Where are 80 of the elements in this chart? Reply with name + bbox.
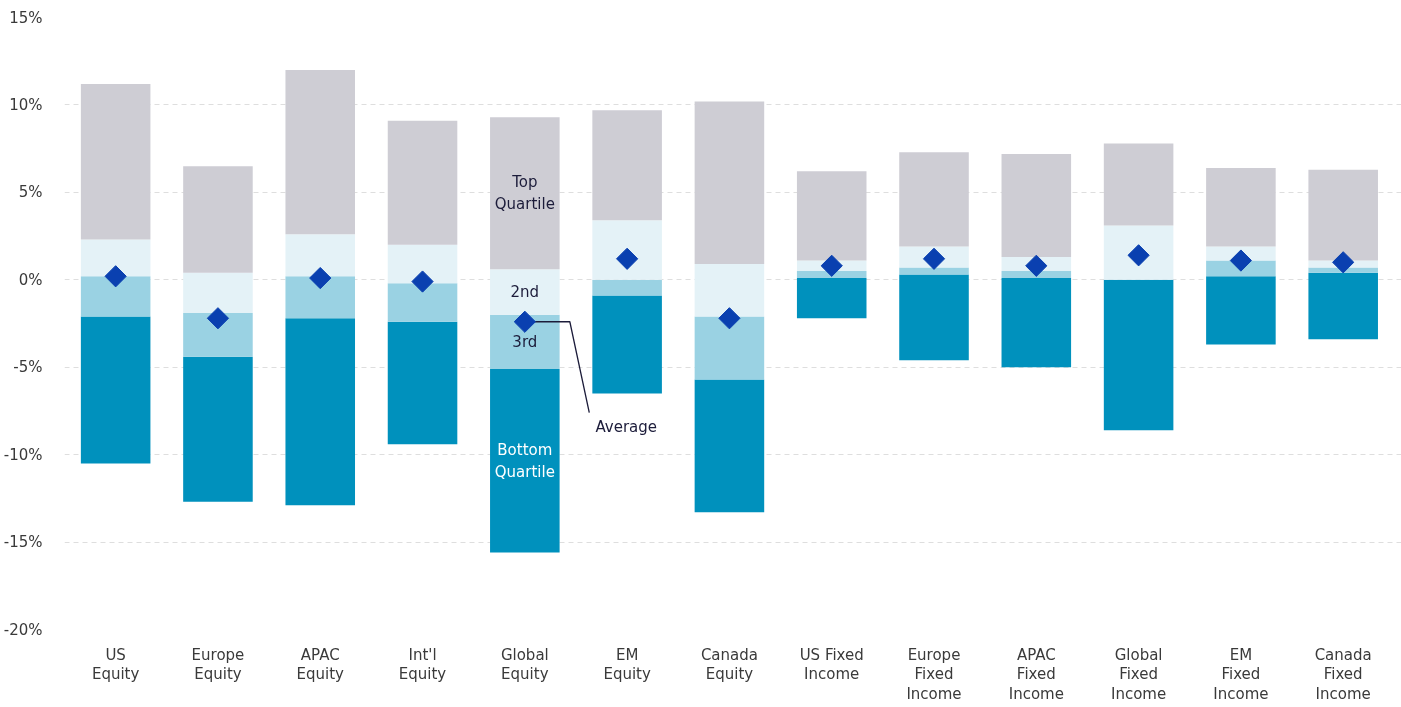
y-tick-label: 5% xyxy=(18,183,43,202)
bar xyxy=(592,110,662,221)
x-tick-label: APAC Equity xyxy=(296,645,345,684)
point xyxy=(1229,249,1252,272)
bar xyxy=(899,267,969,275)
bar xyxy=(183,356,253,502)
bar xyxy=(387,120,458,245)
series-label: Top Quartile xyxy=(494,173,555,214)
text: Average xyxy=(595,417,658,436)
bar xyxy=(694,379,765,513)
bar xyxy=(80,239,151,277)
bar xyxy=(1308,272,1378,340)
series-label: 3rd xyxy=(512,332,538,351)
x-tick-label: Europe Equity xyxy=(191,645,245,684)
bar xyxy=(1103,225,1174,280)
bar xyxy=(80,83,151,240)
x-tick-label: EM Equity xyxy=(603,645,651,684)
y-tick-label: 15% xyxy=(9,8,43,27)
x-tick-label: Europe Fixed Income xyxy=(906,645,962,704)
y-tick-label: 0% xyxy=(18,270,43,289)
x-tick-label: US Equity xyxy=(91,645,140,684)
bar xyxy=(694,101,765,265)
bar xyxy=(80,316,151,464)
point xyxy=(206,307,230,330)
point xyxy=(1025,254,1048,277)
bar xyxy=(1308,169,1378,261)
y-tick-label: -20% xyxy=(3,620,43,639)
bar xyxy=(1103,279,1174,431)
y-tick-label: -10% xyxy=(3,445,43,464)
bar xyxy=(694,316,765,380)
series-label: Bottom Quartile xyxy=(494,440,555,481)
point xyxy=(922,247,946,270)
bar xyxy=(285,234,356,277)
bar xyxy=(285,276,356,319)
x-tick-label: Canada Fixed Income xyxy=(1314,645,1372,704)
bar xyxy=(1001,271,1072,279)
point xyxy=(104,265,127,288)
bar xyxy=(1206,167,1276,247)
bar xyxy=(592,279,662,296)
bar xyxy=(1001,278,1072,368)
bar xyxy=(796,278,867,319)
point xyxy=(718,307,741,330)
bar xyxy=(899,152,969,247)
x-tick-label: APAC Fixed Income xyxy=(1008,645,1064,704)
bar xyxy=(1103,143,1174,226)
x-tick-label: EM Fixed Income xyxy=(1213,645,1269,704)
bar xyxy=(899,274,969,361)
bar xyxy=(592,220,662,280)
point xyxy=(1332,251,1355,274)
bar xyxy=(80,276,151,317)
y-tick-label: -5% xyxy=(13,358,43,377)
bar xyxy=(694,264,765,317)
bar xyxy=(183,313,253,357)
bar xyxy=(490,368,560,553)
bar xyxy=(183,166,253,273)
bar xyxy=(285,318,356,506)
y-tick-label: 10% xyxy=(9,95,43,114)
bar xyxy=(387,283,458,322)
bar xyxy=(183,272,253,314)
point xyxy=(820,254,843,277)
bar xyxy=(796,171,867,261)
x-tick-label: Global Fixed Income xyxy=(1111,645,1167,704)
x-tick-label: Canada Equity xyxy=(700,645,758,684)
y-tick-label: -15% xyxy=(3,533,43,552)
bar xyxy=(387,321,458,445)
bar xyxy=(1206,276,1276,345)
point xyxy=(309,266,332,290)
bar xyxy=(592,295,662,394)
bar xyxy=(796,271,867,279)
bar xyxy=(490,269,560,315)
point xyxy=(411,270,434,293)
bar xyxy=(1001,153,1072,258)
x-tick-label: Global Equity xyxy=(500,645,549,684)
series-label: 2nd xyxy=(510,283,540,302)
x-tick-label: US Fixed Income xyxy=(799,645,864,684)
point xyxy=(513,310,536,333)
bar xyxy=(285,69,356,235)
x-tick-label: Int'l Equity xyxy=(398,645,447,684)
bar xyxy=(490,117,560,270)
bar xyxy=(387,244,458,284)
